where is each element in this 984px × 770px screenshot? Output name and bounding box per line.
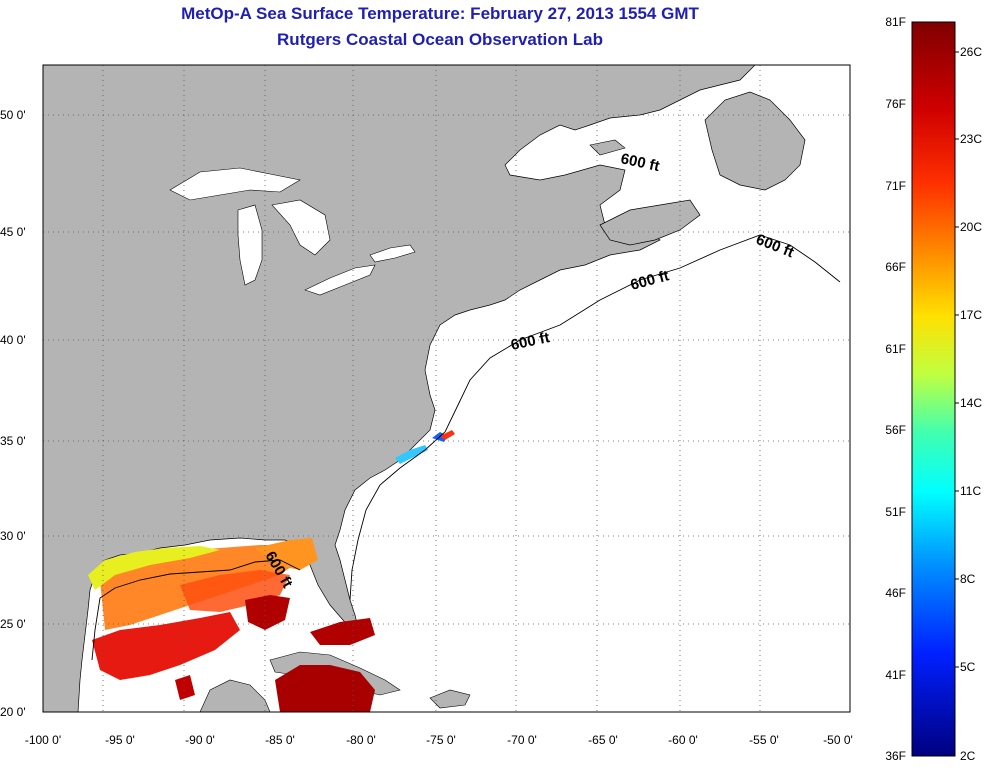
colorbar-f-label: 46F — [885, 586, 906, 600]
lon-tick-labels: -100 0' -95 0' -90 0' -85 0' -80 0' -75 … — [25, 733, 853, 747]
colorbar-c-label: 14C — [960, 396, 982, 410]
colorbar-f-label: 66F — [885, 260, 906, 274]
sst-florida-east-gulf — [255, 538, 318, 570]
lat-tick-label: 40 0' — [0, 333, 26, 347]
lat-tick-label: 20 0' — [0, 705, 26, 719]
colorbar-c-label: 2C — [960, 749, 976, 763]
sst-carolina-shelf — [395, 445, 428, 464]
colorbar-c-label: 23C — [960, 132, 982, 146]
colorbar-f-label: 61F — [885, 342, 906, 356]
lon-tick-label: -95 0' — [105, 733, 135, 747]
lat-tick-label: 35 0' — [0, 434, 26, 448]
sst-hatteras-warm — [440, 430, 455, 440]
lon-tick-label: -55 0' — [749, 733, 779, 747]
lon-tick-label: -70 0' — [507, 733, 537, 747]
lon-tick-label: -100 0' — [25, 733, 61, 747]
colorbar-f-label: 71F — [885, 179, 906, 193]
newfoundland-land — [704, 91, 806, 191]
lat-tick-label: 30 0' — [0, 529, 26, 543]
north-america-land — [43, 65, 756, 712]
lat-tick-label: 45 0' — [0, 225, 26, 239]
lake-superior — [169, 167, 301, 201]
colorbar-c-label: 20C — [960, 220, 982, 234]
sst-gulf-south — [92, 612, 240, 680]
lat-tick-label: 50 0' — [0, 108, 26, 122]
map-frame — [42, 64, 851, 713]
lon-tick-label: -75 0' — [426, 733, 456, 747]
colorbar-c-label: 5C — [960, 660, 976, 674]
lake-ontario — [369, 244, 416, 263]
yucatan-land — [199, 679, 271, 712]
lake-erie — [304, 264, 376, 296]
lon-tick-label: -90 0' — [185, 733, 215, 747]
colorbar-c-label: 11C — [960, 484, 981, 498]
sst-straits — [310, 618, 375, 645]
lat-tick-label: 25 0' — [0, 617, 26, 631]
sst-gulf-mid — [180, 570, 290, 612]
colorbar-c-label: 17C — [960, 308, 982, 322]
colorbar-celsius-labels: 26C 23C 20C 17C 14C 11C 8C 5C 2C — [955, 45, 982, 763]
colorbar-f-label: 41F — [885, 668, 906, 682]
colorbar-f-label: 56F — [885, 423, 906, 437]
colorbar-c-label: 8C — [960, 572, 976, 586]
sst-gulf-shelf-yellow — [88, 546, 220, 590]
hispaniola-land — [429, 689, 471, 709]
lon-tick-label: -65 0' — [588, 733, 618, 747]
map-title: MetOp-A Sea Surface Temperature: Februar… — [181, 4, 699, 23]
colorbar-c-label: 26C — [960, 45, 982, 59]
colorbar-f-label: 81F — [885, 15, 906, 29]
lon-tick-label: -80 0' — [346, 733, 376, 747]
isobath-600ft-atlantic — [349, 234, 841, 601]
colorbar-fahrenheit-labels: 81F 76F 71F 66F 61F 56F 51F 46F 41F 36F — [885, 15, 906, 763]
colorbar — [911, 21, 956, 757]
lon-tick-label: -50 0' — [823, 733, 853, 747]
nova-scotia-land — [599, 199, 701, 246]
sst-loop-current — [245, 595, 290, 630]
sst-caribbean — [275, 665, 375, 712]
lake-michigan — [237, 204, 263, 286]
colorbar-f-label: 36F — [885, 749, 906, 763]
anticosti-island — [589, 139, 626, 156]
colorbar-f-label: 51F — [885, 505, 906, 519]
map-subtitle: Rutgers Coastal Ocean Observation Lab — [277, 30, 603, 49]
lon-tick-label: -85 0' — [265, 733, 295, 747]
lon-tick-label: -60 0' — [668, 733, 698, 747]
lake-huron — [271, 199, 331, 256]
sst-yucatan-patch — [175, 675, 195, 700]
lat-tick-labels: 20 0' 25 0' 30 0' 35 0' 40 0' 45 0' 50 0… — [0, 108, 26, 719]
isobath-600ft-gulf — [91, 559, 301, 661]
colorbar-f-label: 76F — [885, 97, 906, 111]
